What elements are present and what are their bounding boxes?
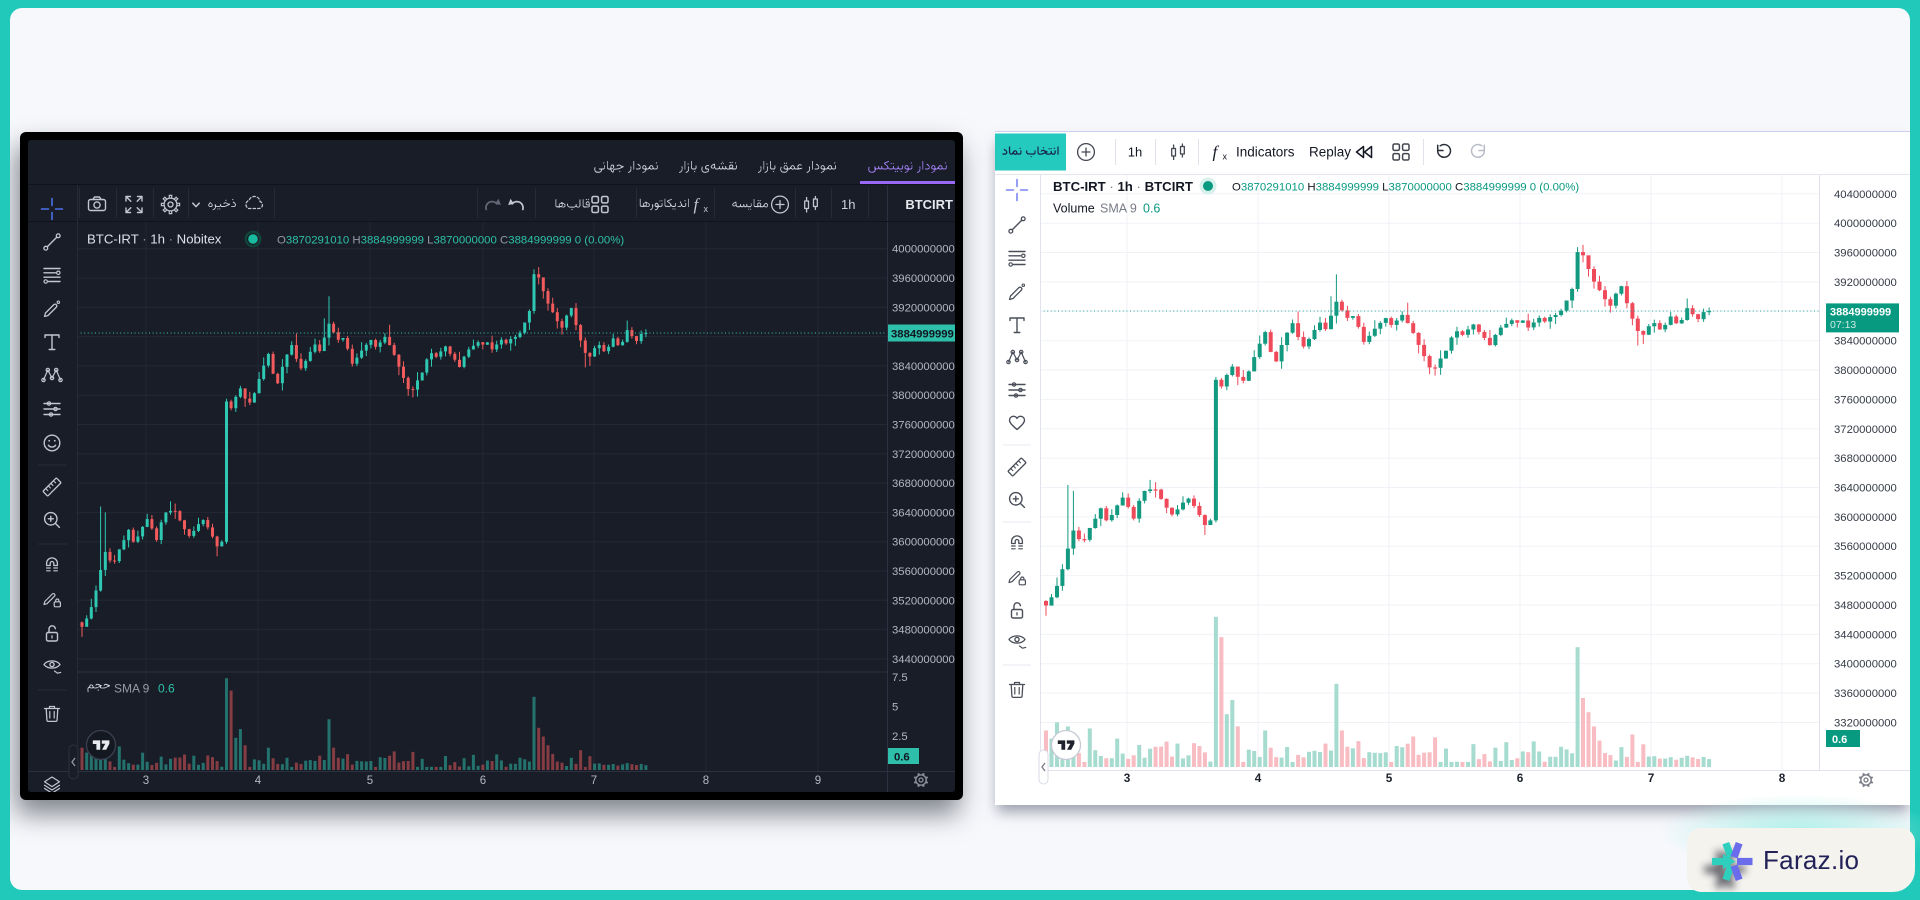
svg-text:O3870291010 H3884999999 L38700: O3870291010 H3884999999 L3870000000 C388…	[277, 235, 624, 247]
svg-text:3960000000: 3960000000	[1834, 248, 1897, 260]
svg-text:6: 6	[480, 775, 486, 787]
svg-text:3760000000: 3760000000	[1834, 394, 1897, 406]
svg-text:3720000000: 3720000000	[1834, 424, 1897, 436]
svg-text:3: 3	[1124, 771, 1131, 785]
svg-text:3400000000: 3400000000	[1834, 659, 1897, 671]
svg-text:Volume: Volume	[1053, 202, 1095, 216]
svg-text:2.5: 2.5	[892, 731, 908, 743]
svg-text:BTCIRT: BTCIRT	[905, 197, 953, 212]
svg-text:3884999999: 3884999999	[1830, 306, 1891, 318]
svg-text:7.5: 7.5	[892, 672, 908, 684]
svg-text:f: f	[1213, 143, 1220, 162]
svg-text:4000000000: 4000000000	[892, 244, 955, 256]
svg-text:1h: 1h	[841, 197, 855, 212]
svg-text:5: 5	[1386, 771, 1393, 785]
svg-text:3720000000: 3720000000	[892, 449, 955, 461]
svg-text:SMA 9: SMA 9	[114, 682, 150, 696]
svg-text:SMA 9: SMA 9	[1100, 202, 1137, 216]
svg-text:0.6: 0.6	[894, 752, 910, 764]
svg-text:3920000000: 3920000000	[892, 302, 955, 314]
svg-text:3320000000: 3320000000	[1834, 718, 1897, 730]
svg-text:3800000000: 3800000000	[892, 390, 955, 402]
svg-text:3440000000: 3440000000	[892, 654, 955, 666]
svg-text:9: 9	[815, 775, 821, 787]
svg-text:3800000000: 3800000000	[1834, 365, 1897, 377]
svg-text:3760000000: 3760000000	[892, 420, 955, 432]
svg-text:Replay: Replay	[1309, 145, 1351, 160]
svg-text:x: x	[1223, 152, 1228, 162]
svg-text:8: 8	[703, 775, 709, 787]
svg-text:0.6: 0.6	[158, 682, 175, 696]
svg-text:3480000000: 3480000000	[892, 625, 955, 637]
svg-text:3560000000: 3560000000	[1834, 541, 1897, 553]
svg-text:3480000000: 3480000000	[1834, 600, 1897, 612]
svg-text:5: 5	[892, 702, 898, 714]
svg-text:x: x	[704, 204, 709, 214]
svg-text:BTC-IRT · 1h · BTCIRT: BTC-IRT · 1h · BTCIRT	[1053, 179, 1193, 194]
svg-text:3360000000: 3360000000	[1834, 688, 1897, 700]
svg-text:3600000000: 3600000000	[892, 537, 955, 549]
svg-text:3680000000: 3680000000	[892, 478, 955, 490]
svg-text:6: 6	[1517, 771, 1524, 785]
svg-text:3960000000: 3960000000	[892, 273, 955, 285]
svg-text:3440000000: 3440000000	[1834, 629, 1897, 641]
svg-text:3520000000: 3520000000	[892, 595, 955, 607]
svg-text:5: 5	[367, 775, 373, 787]
svg-text:f: f	[694, 195, 701, 214]
svg-text:3640000000: 3640000000	[892, 507, 955, 519]
svg-text:BTC-IRT · 1h · Nobitex: BTC-IRT · 1h · Nobitex	[87, 232, 222, 247]
svg-text:3920000000: 3920000000	[1834, 277, 1897, 289]
svg-text:3520000000: 3520000000	[1834, 571, 1897, 583]
svg-text:3840000000: 3840000000	[892, 361, 955, 373]
svg-text:0.6: 0.6	[1143, 202, 1160, 216]
svg-text:4: 4	[255, 775, 262, 787]
svg-text:4040000000: 4040000000	[1834, 189, 1897, 201]
svg-text:Indicators: Indicators	[1236, 145, 1295, 160]
svg-text:7: 7	[591, 775, 597, 787]
svg-text:4: 4	[1255, 771, 1262, 785]
svg-text:0.6: 0.6	[1832, 734, 1847, 746]
svg-text:3: 3	[143, 775, 149, 787]
svg-text:3884999999: 3884999999	[891, 329, 954, 341]
svg-text:3840000000: 3840000000	[1834, 336, 1897, 348]
svg-text:3560000000: 3560000000	[892, 566, 955, 578]
svg-text:O3870291010 H3884999999 L38700: O3870291010 H3884999999 L3870000000 C388…	[1232, 182, 1579, 194]
svg-text:3640000000: 3640000000	[1834, 483, 1897, 495]
svg-text:07:13: 07:13	[1830, 319, 1856, 331]
svg-text:3600000000: 3600000000	[1834, 512, 1897, 524]
svg-text:3680000000: 3680000000	[1834, 453, 1897, 465]
svg-text:1h: 1h	[1128, 145, 1142, 160]
svg-text:4000000000: 4000000000	[1834, 218, 1897, 230]
